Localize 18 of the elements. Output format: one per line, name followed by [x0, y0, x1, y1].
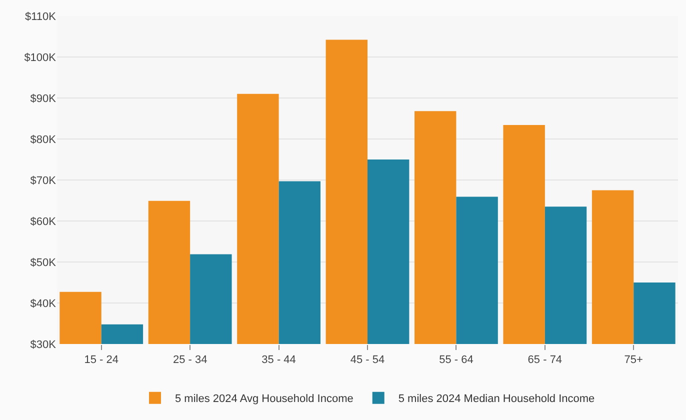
legend-label: 5 miles 2024 Avg Household Income: [175, 393, 354, 406]
y-tick-label: $110K: [25, 10, 57, 23]
x-tick-label: 55 - 64: [439, 354, 474, 366]
y-tick-label: $40K: [30, 298, 57, 310]
y-tick-label: $60K: [30, 216, 57, 228]
x-tick-label: 75+: [624, 354, 643, 366]
y-tick-label: $90K: [30, 92, 57, 105]
legend-label: 5 miles 2024 Median Household Income: [398, 393, 595, 406]
y-tick-label: $50K: [30, 256, 57, 269]
y-tick-label: $30K: [30, 338, 57, 351]
x-tick-label: 65 - 74: [528, 354, 562, 366]
x-tick-label: 45 - 54: [350, 354, 385, 366]
x-tick-label: 25 - 34: [172, 354, 208, 366]
y-tick-label: $100K: [24, 52, 57, 64]
x-tick-label: 15 - 24: [84, 354, 118, 366]
y-tick-label: $80K: [30, 134, 57, 146]
x-tick-label: 35 - 44: [262, 354, 296, 366]
y-tick-label: $70K: [30, 174, 57, 187]
